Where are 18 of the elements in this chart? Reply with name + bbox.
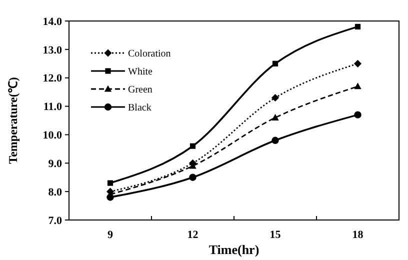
x-tick-label: 18 [352,229,364,241]
y-tick-label: 12.0 [42,72,62,85]
x-tick-label: 12 [187,229,199,241]
legend-label: White [128,66,153,78]
y-tick-label: 14.0 [42,16,62,28]
y-axis-title: Temperature(℃) [6,77,20,164]
legend-label: Coloration [128,48,171,60]
x-tick-label: 9 [108,229,114,241]
x-axis-title: Time(hr) [208,242,260,257]
y-tick-label: 13.0 [42,44,62,56]
legend-label: Green [128,84,152,96]
y-tick-label: 9.0 [48,158,62,170]
legend-label: Black [128,102,152,114]
y-tick-label: 11.0 [43,101,62,114]
y-tick-label: 8.0 [48,186,62,198]
y-tick-label: 7.0 [48,214,62,227]
x-tick-label: 15 [270,229,282,241]
y-tick-label: 10.0 [42,130,62,142]
